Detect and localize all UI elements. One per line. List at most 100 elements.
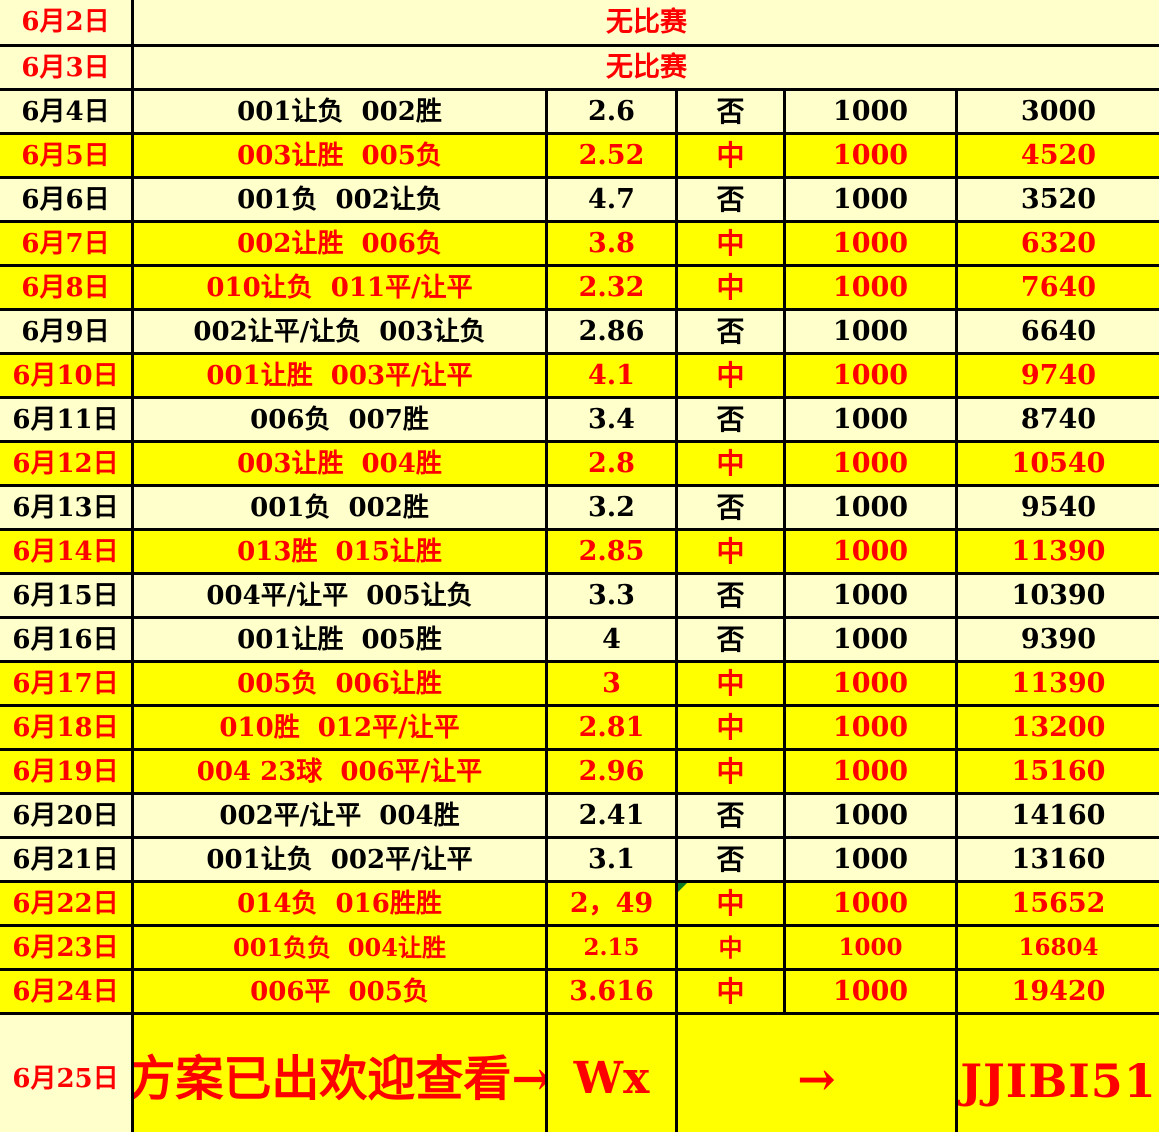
- result-cell: 否: [675, 88, 783, 132]
- running-total-cell: 10390: [955, 572, 1159, 616]
- result-cell: 中: [675, 704, 783, 748]
- result-cell: 中: [675, 352, 783, 396]
- result-cell: 中: [675, 660, 783, 704]
- odds-cell: 2.86: [545, 308, 675, 352]
- picks-cell: 005负 006让胜: [131, 660, 545, 704]
- running-total-cell: 9540: [955, 484, 1159, 528]
- stake-cell: 1000: [783, 484, 955, 528]
- stake-cell: 1000: [783, 792, 955, 836]
- odds-cell: 2.6: [545, 88, 675, 132]
- row-date-cell: 6月20日: [0, 792, 131, 836]
- picks-cell: 014负 016胜胜: [131, 880, 545, 924]
- result-cell: 中: [675, 220, 783, 264]
- result-cell: 中: [675, 924, 783, 968]
- stake-cell: 1000: [783, 176, 955, 220]
- row-date-cell: 6月25日: [0, 1012, 131, 1132]
- row-date-cell: 6月17日: [0, 660, 131, 704]
- running-total-cell: 11390: [955, 528, 1159, 572]
- odds-cell: 4.7: [545, 176, 675, 220]
- running-total-cell: 3000: [955, 88, 1159, 132]
- stake-cell: 1000: [783, 924, 955, 968]
- plan-announcement-cell: 方案已出欢迎查看→: [131, 1012, 545, 1132]
- picks-cell: 001让胜 005胜: [131, 616, 545, 660]
- picks-cell: 003让胜 004胜: [131, 440, 545, 484]
- no-match-cell: 无比赛: [131, 0, 1159, 44]
- odds-cell: 2.8: [545, 440, 675, 484]
- picks-cell: 001负 002胜: [131, 484, 545, 528]
- stake-cell: 1000: [783, 352, 955, 396]
- running-total-cell: 6320: [955, 220, 1159, 264]
- result-cell: 否: [675, 616, 783, 660]
- row-date-cell: 6月10日: [0, 352, 131, 396]
- picks-cell: 002让平/让负 003让负: [131, 308, 545, 352]
- row-date-cell: 6月12日: [0, 440, 131, 484]
- odds-cell: 4: [545, 616, 675, 660]
- row-date-cell: 6月19日: [0, 748, 131, 792]
- odds-cell: 3.8: [545, 220, 675, 264]
- row-date-cell: 6月13日: [0, 484, 131, 528]
- stake-cell: 1000: [783, 264, 955, 308]
- picks-cell: 001让负 002平/让平: [131, 836, 545, 880]
- result-cell: 否: [675, 836, 783, 880]
- odds-cell: 2.96: [545, 748, 675, 792]
- odds-cell: 3: [545, 660, 675, 704]
- row-date-cell: 6月24日: [0, 968, 131, 1012]
- stake-cell: 1000: [783, 88, 955, 132]
- result-cell: 中: [675, 748, 783, 792]
- stake-cell: 1000: [783, 528, 955, 572]
- row-date-cell: 6月8日: [0, 264, 131, 308]
- picks-cell: 001负负 004让胜: [131, 924, 545, 968]
- running-total-cell: 8740: [955, 396, 1159, 440]
- running-total-cell: 15160: [955, 748, 1159, 792]
- running-total-cell: 9740: [955, 352, 1159, 396]
- picks-cell: 010让负 011平/让平: [131, 264, 545, 308]
- picks-cell: 003让胜 005负: [131, 132, 545, 176]
- result-cell: 中: [675, 968, 783, 1012]
- picks-cell: 013胜 015让胜: [131, 528, 545, 572]
- picks-cell: 002让胜 006负: [131, 220, 545, 264]
- stake-cell: 1000: [783, 396, 955, 440]
- row-date-cell: 6月18日: [0, 704, 131, 748]
- row-date-cell: 6月9日: [0, 308, 131, 352]
- odds-cell: 3.3: [545, 572, 675, 616]
- picks-cell: 010胜 012平/让平: [131, 704, 545, 748]
- picks-cell: 001让胜 003平/让平: [131, 352, 545, 396]
- odds-cell: 2.41: [545, 792, 675, 836]
- stake-cell: 1000: [783, 968, 955, 1012]
- row-date-cell: 6月7日: [0, 220, 131, 264]
- row-date-cell: 6月16日: [0, 616, 131, 660]
- odds-cell: 2.52: [545, 132, 675, 176]
- running-total-cell: 14160: [955, 792, 1159, 836]
- row-date-cell: 6月11日: [0, 396, 131, 440]
- wx-label-cell: Wx: [545, 1012, 675, 1132]
- odds-cell: 3.4: [545, 396, 675, 440]
- result-cell: 中: [675, 440, 783, 484]
- result-cell: 中: [675, 880, 783, 924]
- picks-cell: 006平 005负: [131, 968, 545, 1012]
- odds-cell: 2，49: [545, 880, 675, 924]
- picks-cell: 001让负 002胜: [131, 88, 545, 132]
- running-total-cell: 19420: [955, 968, 1159, 1012]
- running-total-cell: 10540: [955, 440, 1159, 484]
- result-cell: 否: [675, 484, 783, 528]
- row-date-cell: 6月3日: [0, 44, 131, 88]
- arrow-cell: →: [675, 1012, 955, 1132]
- row-date-cell: 6月21日: [0, 836, 131, 880]
- result-cell: 否: [675, 572, 783, 616]
- stake-cell: 1000: [783, 440, 955, 484]
- row-date-cell: 6月23日: [0, 924, 131, 968]
- odds-cell: 3.2: [545, 484, 675, 528]
- odds-cell: 3.1: [545, 836, 675, 880]
- stake-cell: 1000: [783, 660, 955, 704]
- running-total-cell: 16804: [955, 924, 1159, 968]
- odds-cell: 4.1: [545, 352, 675, 396]
- running-total-cell: 7640: [955, 264, 1159, 308]
- result-cell: 中: [675, 132, 783, 176]
- running-total-cell: 3520: [955, 176, 1159, 220]
- running-total-cell: 9390: [955, 616, 1159, 660]
- row-date-cell: 6月14日: [0, 528, 131, 572]
- running-total-cell: 13200: [955, 704, 1159, 748]
- stake-cell: 1000: [783, 572, 955, 616]
- running-total-cell: 13160: [955, 836, 1159, 880]
